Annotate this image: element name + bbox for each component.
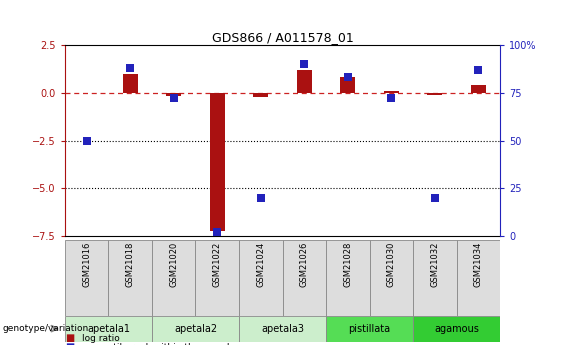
- Text: GSM21030: GSM21030: [387, 242, 396, 287]
- Bar: [282, 240, 326, 316]
- Text: log ratio: log ratio: [82, 334, 120, 343]
- Text: GSM21026: GSM21026: [300, 242, 308, 287]
- Bar: [152, 240, 195, 316]
- Bar: [195, 240, 239, 316]
- Text: GSM21016: GSM21016: [82, 242, 91, 287]
- Bar: [457, 240, 500, 316]
- Bar: [65, 240, 108, 316]
- Title: GDS866 / A011578_01: GDS866 / A011578_01: [212, 31, 353, 44]
- Bar: [297, 70, 312, 93]
- Point: [126, 65, 135, 71]
- Bar: [210, 93, 225, 230]
- Text: GSM21022: GSM21022: [213, 242, 221, 287]
- Text: percentile rank within the sample: percentile rank within the sample: [82, 343, 235, 345]
- Text: apetala2: apetala2: [174, 324, 217, 334]
- Bar: [413, 316, 500, 342]
- Text: GSM21018: GSM21018: [126, 242, 134, 287]
- Text: pistillata: pistillata: [349, 324, 390, 334]
- Bar: [471, 85, 486, 93]
- Bar: [239, 240, 282, 316]
- Point: [170, 96, 179, 101]
- Text: ■: ■: [65, 342, 74, 345]
- Point: [257, 195, 266, 201]
- Text: GSM21034: GSM21034: [474, 242, 483, 287]
- Bar: [253, 93, 268, 97]
- Text: genotype/variation: genotype/variation: [3, 324, 89, 333]
- Text: apetala3: apetala3: [261, 324, 304, 334]
- Bar: [166, 93, 181, 96]
- Point: [431, 195, 440, 201]
- Bar: [427, 93, 442, 95]
- Bar: [123, 73, 138, 93]
- Text: agamous: agamous: [434, 324, 479, 334]
- Bar: [326, 240, 370, 316]
- Point: [299, 61, 308, 67]
- Bar: [413, 240, 457, 316]
- Text: GSM21032: GSM21032: [431, 242, 439, 287]
- Bar: [384, 91, 399, 93]
- Text: GSM21028: GSM21028: [344, 242, 352, 287]
- Text: GSM21020: GSM21020: [170, 242, 178, 287]
- Bar: [65, 316, 152, 342]
- Bar: [370, 240, 413, 316]
- Text: ■: ■: [65, 333, 74, 343]
- Text: GSM21024: GSM21024: [257, 242, 265, 287]
- Bar: [239, 316, 326, 342]
- Point: [473, 67, 483, 72]
- Bar: [152, 316, 239, 342]
- Bar: [108, 240, 152, 316]
- Point: [82, 138, 92, 144]
- Bar: [340, 77, 355, 93]
- Point: [343, 75, 353, 80]
- Text: apetala1: apetala1: [87, 324, 130, 334]
- Point: [212, 230, 221, 235]
- Bar: [326, 316, 413, 342]
- Point: [386, 96, 396, 101]
